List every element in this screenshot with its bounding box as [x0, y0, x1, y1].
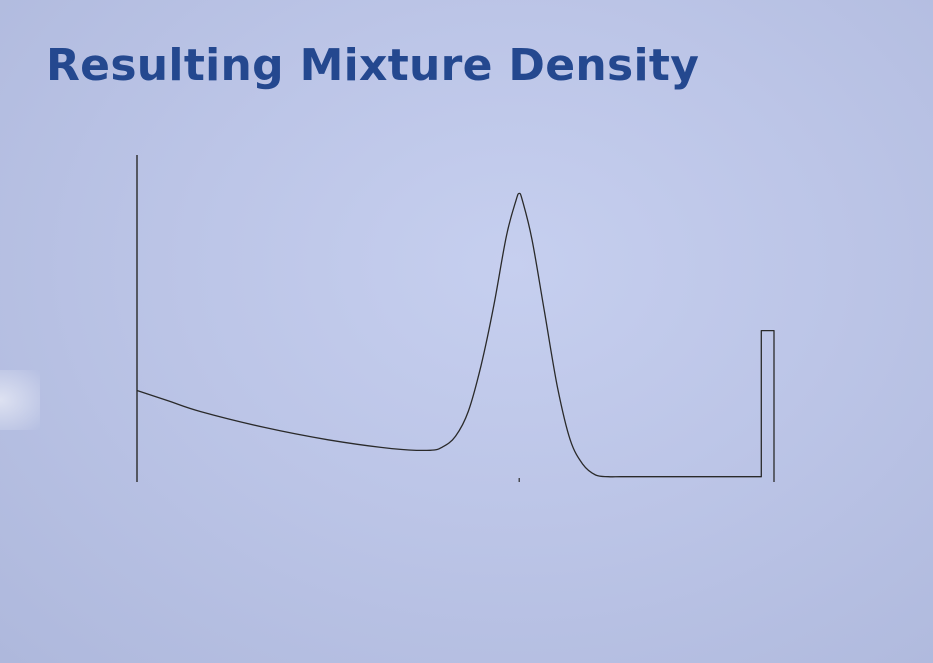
slide-title: Resulting Mixture Density [46, 40, 700, 91]
density-curve [136, 192, 775, 482]
projector-glare [0, 370, 40, 430]
